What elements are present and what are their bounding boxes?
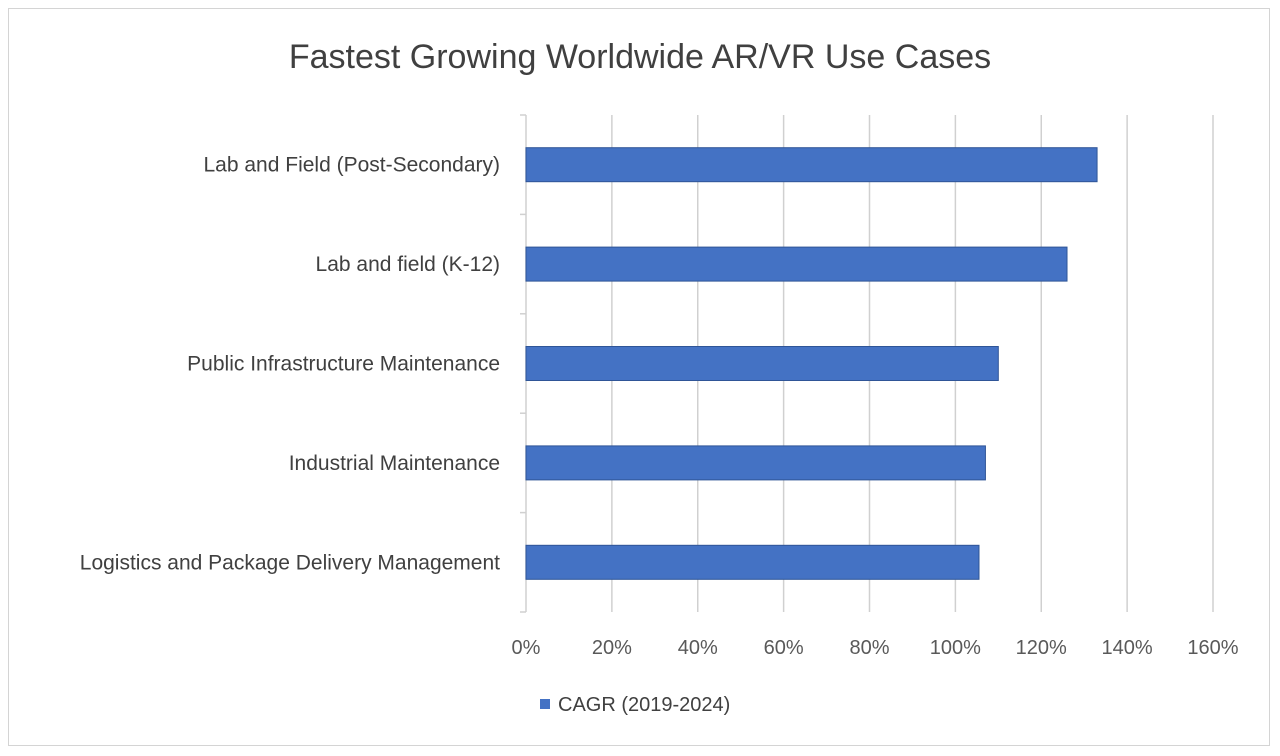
legend-label: CAGR (2019-2024) <box>558 694 730 716</box>
tick-label: 60% <box>764 637 804 659</box>
bar <box>525 346 999 381</box>
tick-label: 160% <box>1187 637 1238 659</box>
category-label: Public Infrastructure Maintenance <box>187 353 500 376</box>
chart-title: Fastest Growing Worldwide AR/VR Use Case… <box>289 38 991 76</box>
category-labels: Lab and Field (Post-Secondary) Lab and fi… <box>80 154 500 575</box>
tick-label: 0% <box>512 637 541 659</box>
value-axis-ticks: 0% 20% 40% 60% 80% 100% 120% 140% 160% <box>512 637 1239 659</box>
tick-label: 20% <box>592 637 632 659</box>
bar <box>525 147 1098 183</box>
tick-label: 40% <box>678 637 718 659</box>
category-label: Industrial Maintenance <box>289 452 500 475</box>
category-axis <box>520 114 527 613</box>
bars <box>525 147 1098 580</box>
bar <box>525 246 1068 282</box>
tick-label: 120% <box>1016 637 1067 659</box>
tick-label: 140% <box>1102 637 1153 659</box>
category-label: Lab and field (K-12) <box>316 253 500 276</box>
legend: CAGR (2019-2024) <box>540 694 730 716</box>
bar <box>525 544 980 580</box>
bar <box>525 445 986 481</box>
category-label: Lab and Field (Post-Secondary) <box>204 154 501 177</box>
legend-swatch <box>540 699 550 709</box>
tick-label: 100% <box>930 637 981 659</box>
category-label: Logistics and Package Delivery Managemen… <box>80 551 500 574</box>
tick-label: 80% <box>849 637 889 659</box>
